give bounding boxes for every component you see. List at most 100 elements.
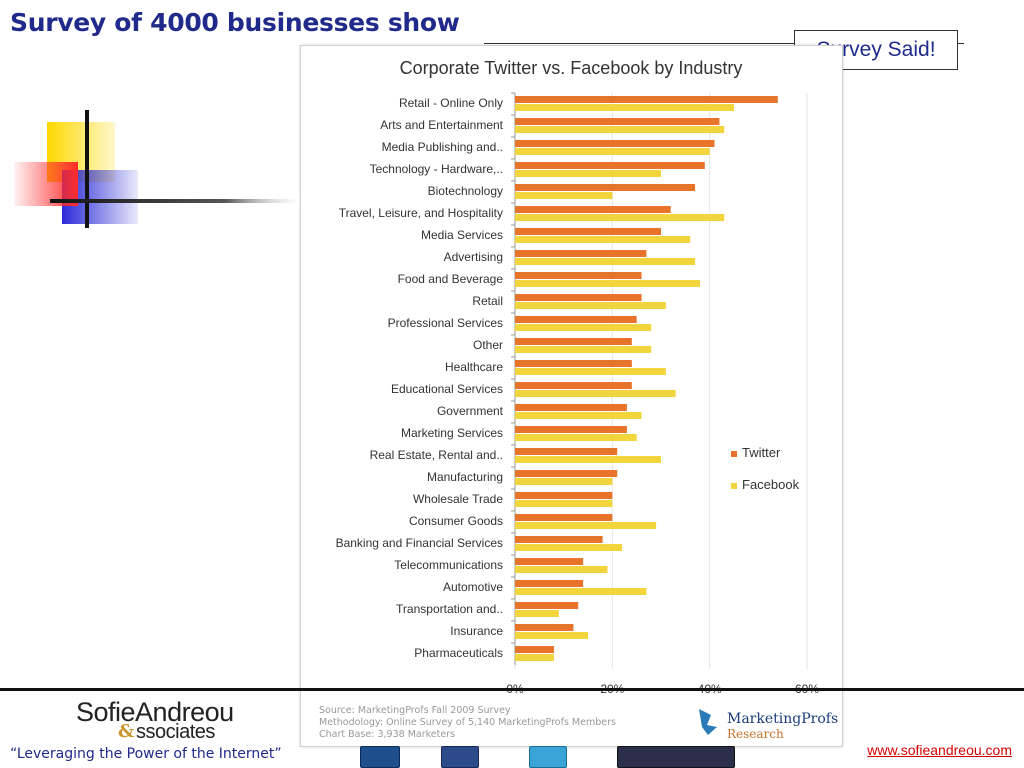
source-line: Methodology: Online Survey of 5,140 Mark… — [319, 717, 616, 728]
title-divider — [484, 43, 964, 44]
bar-twitter — [515, 96, 778, 103]
source-line: Chart Base: 3,938 Marketers — [319, 729, 455, 740]
bar-facebook — [515, 346, 652, 353]
category-label: Educational Services — [391, 382, 503, 396]
bar-twitter — [515, 228, 661, 235]
category-label: Telecommunications — [394, 558, 503, 572]
linkedin-icon[interactable] — [360, 746, 400, 768]
bar-twitter — [515, 294, 642, 301]
bar-twitter — [515, 580, 584, 587]
bar-facebook — [515, 544, 623, 551]
logo-sub-text: ssociates — [136, 721, 215, 743]
legend-label-twitter: Twitter — [742, 445, 781, 460]
chart-title: Corporate Twitter vs. Facebook by Indust… — [400, 58, 743, 78]
chart-panel: Corporate Twitter vs. Facebook by Indust… — [300, 45, 843, 747]
decorative-squares — [14, 110, 300, 228]
marketingprofs-bird-icon — [699, 709, 717, 735]
bar-facebook — [515, 610, 559, 617]
bar-twitter — [515, 492, 613, 499]
bar-twitter — [515, 250, 647, 257]
bar-facebook — [515, 566, 608, 573]
bar-twitter — [515, 140, 715, 147]
legend-swatch-facebook — [731, 483, 737, 489]
bar-facebook — [515, 280, 700, 287]
bar-facebook — [515, 390, 676, 397]
category-label: Professional Services — [388, 316, 503, 330]
category-label: Biotechnology — [428, 184, 503, 198]
bar-twitter — [515, 272, 642, 279]
bar-twitter — [515, 118, 720, 125]
category-label: Technology - Hardware,.. — [370, 162, 503, 176]
website-link[interactable]: www.sofieandreou.com — [867, 742, 1012, 758]
bar-facebook — [515, 214, 725, 221]
bar-facebook — [515, 126, 725, 133]
legend-label-facebook: Facebook — [742, 477, 800, 492]
bar-twitter — [515, 646, 554, 653]
category-label: Real Estate, Rental and.. — [370, 448, 503, 462]
bar-twitter — [515, 470, 618, 477]
bar-twitter — [515, 514, 613, 521]
bar-facebook — [515, 654, 554, 661]
bar-twitter — [515, 360, 632, 367]
bar-facebook — [515, 324, 652, 331]
bar-facebook — [515, 302, 666, 309]
category-label: Food and Beverage — [398, 272, 504, 286]
bar-facebook — [515, 500, 613, 507]
source-line: Source: MarketingProfs Fall 2009 Survey — [319, 705, 511, 716]
category-label: Consumer Goods — [409, 514, 503, 528]
category-label: Retail - Online Only — [399, 96, 503, 110]
bar-facebook — [515, 236, 691, 243]
bar-facebook — [515, 456, 661, 463]
category-label: Advertising — [444, 250, 503, 264]
category-label: Insurance — [450, 624, 503, 638]
category-label: Travel, Leisure, and Hospitality — [339, 206, 503, 220]
vertical-bar — [85, 110, 89, 228]
brand-sub: Research — [727, 727, 784, 741]
bar-twitter — [515, 206, 671, 213]
category-label: Banking and Financial Services — [336, 536, 503, 550]
bar-chart: Corporate Twitter vs. Facebook by Indust… — [319, 58, 838, 741]
category-label: Marketing Services — [401, 426, 503, 440]
category-label: Other — [473, 338, 503, 352]
category-label: Manufacturing — [427, 470, 503, 484]
bar-twitter — [515, 316, 637, 323]
category-label: Media Publishing and.. — [382, 140, 503, 154]
category-label: Transportation and.. — [396, 602, 503, 616]
category-label: Arts and Entertainment — [380, 118, 503, 132]
logo-ampersand: & — [118, 721, 135, 742]
bar-facebook — [515, 104, 734, 111]
bar-twitter — [515, 558, 584, 565]
legend-swatch-twitter — [731, 451, 737, 457]
horizontal-bar — [50, 199, 300, 203]
bar-facebook — [515, 588, 647, 595]
blogger-icon[interactable] — [617, 746, 735, 768]
bar-facebook — [515, 478, 613, 485]
bar-twitter — [515, 162, 705, 169]
bar-facebook — [515, 258, 696, 265]
bar-facebook — [515, 170, 661, 177]
bar-twitter — [515, 426, 627, 433]
bar-twitter — [515, 404, 627, 411]
category-label: Retail — [472, 294, 503, 308]
bar-facebook — [515, 434, 637, 441]
twitter-icon[interactable] — [529, 746, 567, 768]
red-square — [14, 162, 78, 206]
category-label: Automotive — [443, 580, 503, 594]
bar-facebook — [515, 522, 657, 529]
category-label: Pharmaceuticals — [414, 646, 503, 660]
bar-facebook — [515, 192, 613, 199]
bar-twitter — [515, 624, 574, 631]
brand-name: MarketingProfs — [727, 711, 838, 727]
category-label: Government — [437, 404, 504, 418]
tagline: “Leveraging the Power of the Internet” — [10, 746, 282, 762]
bar-twitter — [515, 338, 632, 345]
bar-facebook — [515, 412, 642, 419]
facebook-icon[interactable] — [441, 746, 479, 768]
bar-facebook — [515, 148, 710, 155]
footer-divider — [0, 688, 1024, 691]
company-logo: SofieAndreou & ssociates — [76, 697, 276, 747]
bar-twitter — [515, 602, 579, 609]
slide-title: Survey of 4000 businesses show — [10, 8, 460, 37]
category-label: Wholesale Trade — [413, 492, 503, 506]
bar-twitter — [515, 184, 696, 191]
